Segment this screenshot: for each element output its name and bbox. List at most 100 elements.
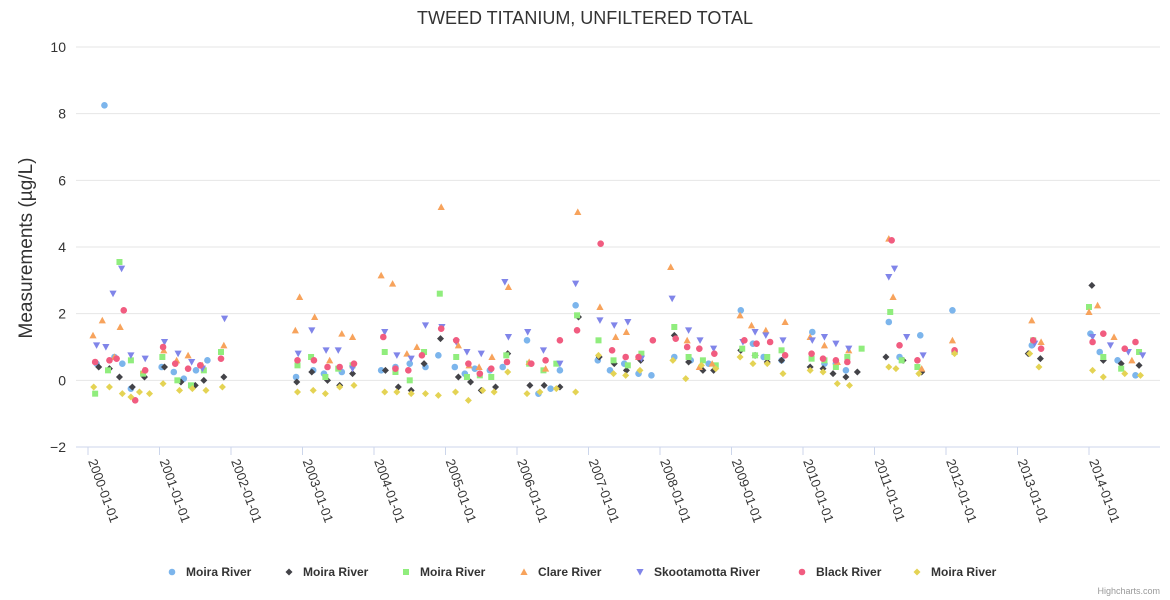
data-point [916, 332, 924, 339]
series-5 [91, 237, 1139, 404]
data-point [572, 280, 580, 288]
data-point [405, 367, 412, 374]
data-point [475, 363, 483, 370]
legend-item[interactable]: Moira River [285, 565, 369, 579]
data-point [200, 367, 207, 374]
data-points [89, 102, 1147, 404]
data-point [324, 363, 331, 371]
legend-item[interactable]: Moira River [168, 565, 252, 579]
grid-lines [76, 46, 1160, 381]
data-point [542, 357, 549, 364]
legend-marker [636, 569, 644, 576]
data-point [131, 397, 139, 404]
data-point [92, 390, 99, 397]
y-tick-label: 0 [58, 372, 66, 388]
data-point [685, 327, 693, 334]
data-point [552, 385, 560, 393]
data-point [1089, 366, 1097, 374]
data-point [536, 388, 544, 396]
data-point [418, 352, 426, 359]
data-point [622, 353, 629, 361]
data-point [453, 354, 460, 360]
data-point [118, 390, 126, 398]
data-point [322, 347, 330, 354]
data-point [762, 332, 770, 339]
data-point [668, 295, 676, 303]
legend-item[interactable]: Moira River [913, 565, 997, 579]
data-point [832, 340, 840, 348]
data-point [622, 366, 630, 374]
data-point [778, 356, 786, 364]
data-point [1121, 345, 1129, 352]
data-point [596, 317, 604, 324]
data-point [436, 290, 443, 297]
data-point [597, 240, 604, 247]
data-point [1100, 330, 1107, 337]
data-point [184, 351, 192, 359]
data-point [844, 358, 851, 366]
data-point [170, 368, 178, 376]
data-point [377, 367, 385, 374]
data-point [95, 363, 103, 371]
data-point [435, 352, 442, 359]
data-point [778, 347, 785, 354]
data-point [781, 318, 789, 325]
data-point [202, 386, 210, 394]
data-point [503, 352, 510, 359]
data-point [889, 293, 897, 300]
legend-item[interactable]: Clare River [520, 565, 602, 579]
data-point [1096, 348, 1104, 356]
data-point [951, 350, 959, 358]
data-point [547, 385, 554, 392]
legend-item[interactable]: Black River [798, 565, 882, 579]
data-point [308, 354, 315, 360]
data-point [858, 345, 865, 352]
data-point [624, 319, 632, 326]
data-point [388, 280, 397, 287]
data-point [334, 347, 342, 354]
data-point [574, 312, 581, 319]
data-point [672, 335, 680, 342]
data-point [140, 370, 147, 377]
data-point [885, 318, 893, 326]
data-point [523, 390, 531, 398]
data-point [159, 380, 167, 388]
data-point [220, 315, 229, 323]
legend-label: Black River [816, 565, 882, 579]
data-point [184, 365, 192, 372]
data-point [892, 365, 900, 373]
data-point [490, 388, 498, 396]
data-point [1117, 360, 1125, 368]
data-point [919, 352, 927, 359]
data-point [1035, 363, 1043, 371]
data-point [174, 377, 181, 384]
data-point [392, 365, 399, 372]
data-point [116, 259, 123, 265]
data-point [174, 350, 182, 358]
data-point [141, 367, 149, 374]
legend-marker [285, 568, 293, 576]
data-point [294, 357, 301, 364]
data-point [1029, 337, 1037, 344]
legend-marker [798, 568, 806, 576]
data-point [683, 343, 691, 351]
legend-item[interactable]: Moira River [403, 565, 486, 579]
data-point [1128, 356, 1136, 364]
data-point [526, 381, 534, 389]
data-point [105, 367, 112, 374]
data-point [102, 344, 110, 351]
data-point [437, 325, 445, 332]
legend-label: Moira River [420, 565, 486, 579]
data-point [141, 355, 149, 363]
data-point [311, 313, 319, 320]
data-point [683, 336, 691, 344]
data-point [914, 364, 921, 370]
data-point [624, 362, 631, 369]
credits-link[interactable]: Highcharts.com [1097, 586, 1160, 596]
legend-item[interactable]: Skootamotta River [636, 565, 760, 579]
data-point [159, 354, 166, 360]
data-point [763, 360, 771, 368]
data-point [685, 354, 692, 360]
data-point [381, 366, 389, 374]
data-point [504, 334, 513, 341]
